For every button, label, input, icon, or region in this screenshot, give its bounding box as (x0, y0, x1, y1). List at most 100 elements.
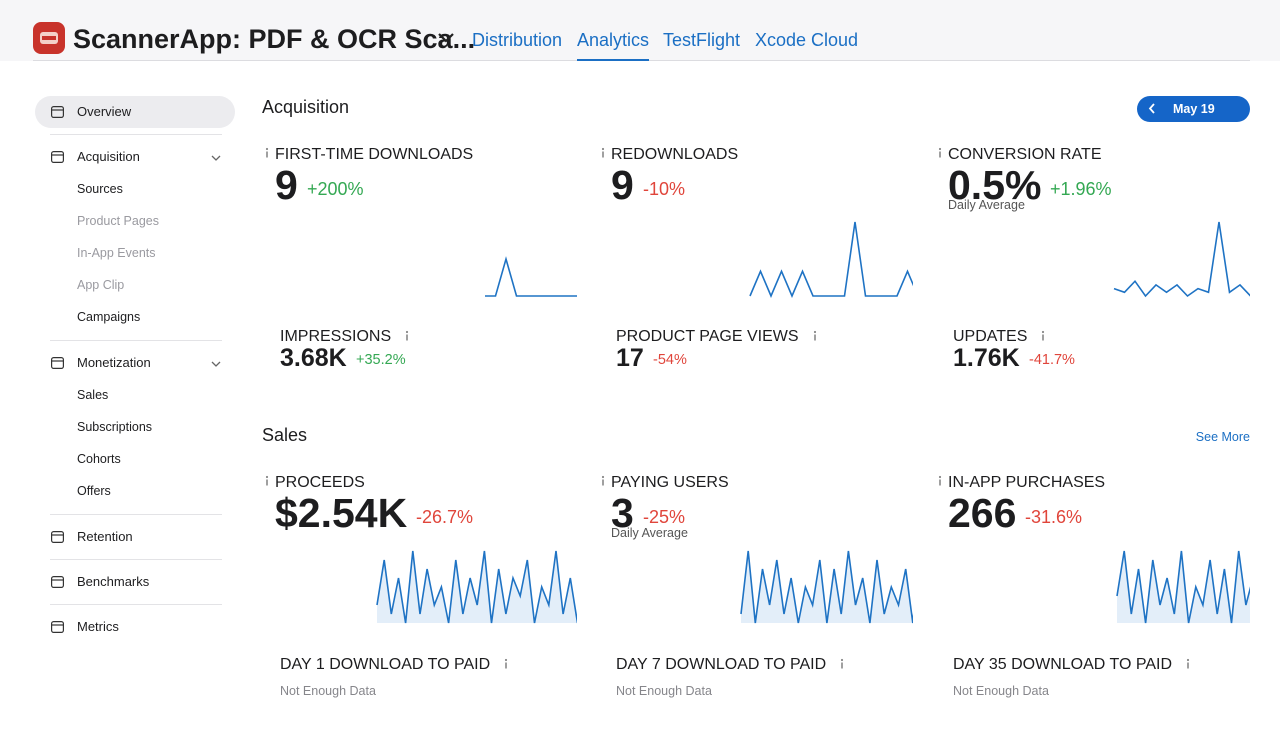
sparkline-chart (1113, 221, 1250, 298)
nav-tab[interactable]: Xcode Cloud (755, 30, 859, 50)
metric-status: Not Enough Data (280, 684, 376, 698)
metric-card card: REDOWNLOADS 9 -10% (598, 135, 913, 298)
sparkline (740, 550, 913, 624)
metric-label lbl: REDOWNLOADS (611, 146, 739, 163)
sidebar-subitem: App Clip (77, 278, 125, 292)
info-icon (1041, 330, 1045, 341)
info-icon (265, 147, 269, 158)
metric-label lbl: DAY 1 DOWNLOAD TO PAID (280, 656, 491, 673)
sparkline-chart (740, 550, 913, 624)
app-icon (33, 22, 65, 54)
sidebar-divider (50, 604, 222, 605)
section-title: Sales (262, 425, 308, 445)
info-icon (601, 147, 605, 158)
metric-change: +1.96% (1050, 179, 1112, 199)
sidebar-subitem[interactable]: Sales (77, 388, 109, 402)
header-bg (0, 0, 1280, 61)
metric-value: 0.5% (948, 162, 1042, 208)
metric-card card: IN-APP PURCHASES 266 -31.6% (935, 463, 1250, 627)
metric-card card: CONVERSION RATE 0.5% +1.96% Daily Average (935, 135, 1250, 298)
sidebar-item[interactable]: Overview (77, 104, 132, 119)
metric-value: 9 (611, 162, 634, 208)
metric-value: 1.76K (953, 344, 1020, 372)
sidebar-item[interactable]: Metrics (77, 619, 119, 634)
sparkline (1116, 550, 1250, 624)
metric-label lbl: FIRST-TIME DOWNLOADS (275, 146, 474, 163)
sidebar-icon (51, 531, 65, 544)
metric-label lbl: CONVERSION RATE (948, 146, 1102, 163)
sparkline-area (1117, 551, 1250, 623)
sparkline-area (377, 551, 577, 623)
app-icon-glyph (40, 32, 58, 44)
section-title: Acquisition (262, 97, 350, 117)
metric-status: Not Enough Data (953, 684, 1049, 698)
metric-card-small card: DAY 7 DOWNLOAD TO PAID Not Enough Data (598, 641, 913, 711)
info-icon (265, 475, 269, 486)
expand-chevron (211, 361, 221, 367)
app-switcher-chevron (438, 33, 454, 43)
metric-card card: FIRST-TIME DOWNLOADS 9 +200% (262, 135, 577, 298)
sidebar-icon (51, 621, 65, 634)
sidebar-item[interactable]: Acquisition (77, 149, 140, 164)
metric-card-small card: DAY 1 DOWNLOAD TO PAID Not Enough Data (262, 641, 577, 711)
sparkline (749, 221, 913, 298)
sidebar-subitem: In-App Events (77, 246, 156, 260)
sidebar-icon (51, 357, 65, 370)
nav-tab[interactable]: Distribution (472, 30, 563, 50)
sidebar-icon (51, 106, 65, 119)
metric-label lbl: IMPRESSIONS (280, 328, 392, 345)
metric-card-small card: IMPRESSIONS 3.68K +35.2% (262, 313, 577, 383)
sidebar-item[interactable]: Retention (77, 529, 133, 544)
sidebar-subitem[interactable]: Offers (77, 484, 111, 498)
metric-value: 3.68K (280, 344, 347, 372)
metric-change: +35.2% (356, 352, 406, 368)
expand-chevron (211, 155, 221, 161)
info-icon (601, 475, 605, 486)
sidebar-subitem[interactable]: Cohorts (77, 452, 121, 466)
sidebar-icon (51, 576, 65, 589)
sidebar-subitem[interactable]: Sources (77, 182, 123, 196)
info-icon (813, 330, 817, 341)
sparkline-chart (485, 256, 577, 297)
info-icon (840, 658, 844, 669)
metric-label lbl: PAYING USERS (611, 474, 729, 491)
sidebar-subitem[interactable]: Campaigns (77, 310, 141, 324)
metric-label lbl: PROCEEDS (275, 474, 365, 491)
sidebar-item[interactable]: Benchmarks (77, 574, 150, 589)
nav-tab[interactable]: Analytics (577, 30, 650, 50)
info-icon (1186, 658, 1190, 669)
date-label: May 19 (1173, 102, 1215, 116)
sidebar-icon (51, 151, 65, 164)
sidebar-divider (50, 340, 222, 341)
sparkline (376, 550, 577, 624)
metric-label lbl: PRODUCT PAGE VIEWS (616, 328, 799, 345)
metric-label lbl: IN-APP PURCHASES (948, 474, 1106, 491)
sidebar-subitem: Product Pages (77, 214, 159, 228)
metric-change: -41.7% (1029, 352, 1075, 368)
info-icon (405, 330, 409, 341)
selected-item-bg (35, 96, 235, 128)
metric-value: 266 (948, 490, 1017, 536)
metric-change: -25% (643, 507, 686, 527)
sparkline (1113, 221, 1250, 298)
see-more-link[interactable]: See More (1195, 430, 1250, 444)
sparkline (485, 256, 577, 297)
metric-card card: PAYING USERS 3 -25% Daily Average (598, 463, 913, 627)
sparkline-chart (749, 221, 913, 298)
sidebar-item[interactable]: Monetization (77, 355, 151, 370)
metric-sublabel: Daily Average (611, 526, 688, 540)
sidebar-divider (50, 134, 222, 135)
metric-change: -31.6% (1025, 507, 1083, 527)
date-button[interactable]: May 19 (1137, 96, 1250, 122)
info-icon (938, 475, 942, 486)
nav-tab[interactable]: TestFlight (663, 30, 741, 50)
metric-value: 9 (275, 162, 298, 208)
sidebar-divider (50, 559, 222, 560)
info-icon (504, 658, 508, 669)
metric-sublabel: Daily Average (948, 198, 1025, 212)
metric-change: -10% (643, 179, 686, 199)
sidebar-subitem[interactable]: Subscriptions (77, 420, 153, 434)
sparkline-chart (376, 550, 577, 624)
active-tab-underline (577, 59, 649, 61)
